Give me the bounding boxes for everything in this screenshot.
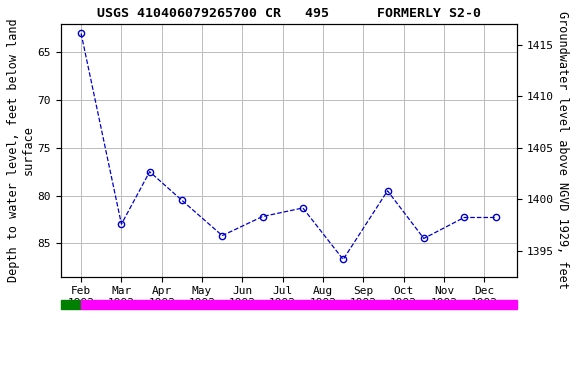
Title: USGS 410406079265700 CR   495      FORMERLY S2-0: USGS 410406079265700 CR 495 FORMERLY S2-… bbox=[97, 7, 481, 20]
Y-axis label: Groundwater level above NGVD 1929, feet: Groundwater level above NGVD 1929, feet bbox=[556, 11, 569, 289]
Y-axis label: Depth to water level, feet below land
surface: Depth to water level, feet below land su… bbox=[7, 18, 35, 282]
